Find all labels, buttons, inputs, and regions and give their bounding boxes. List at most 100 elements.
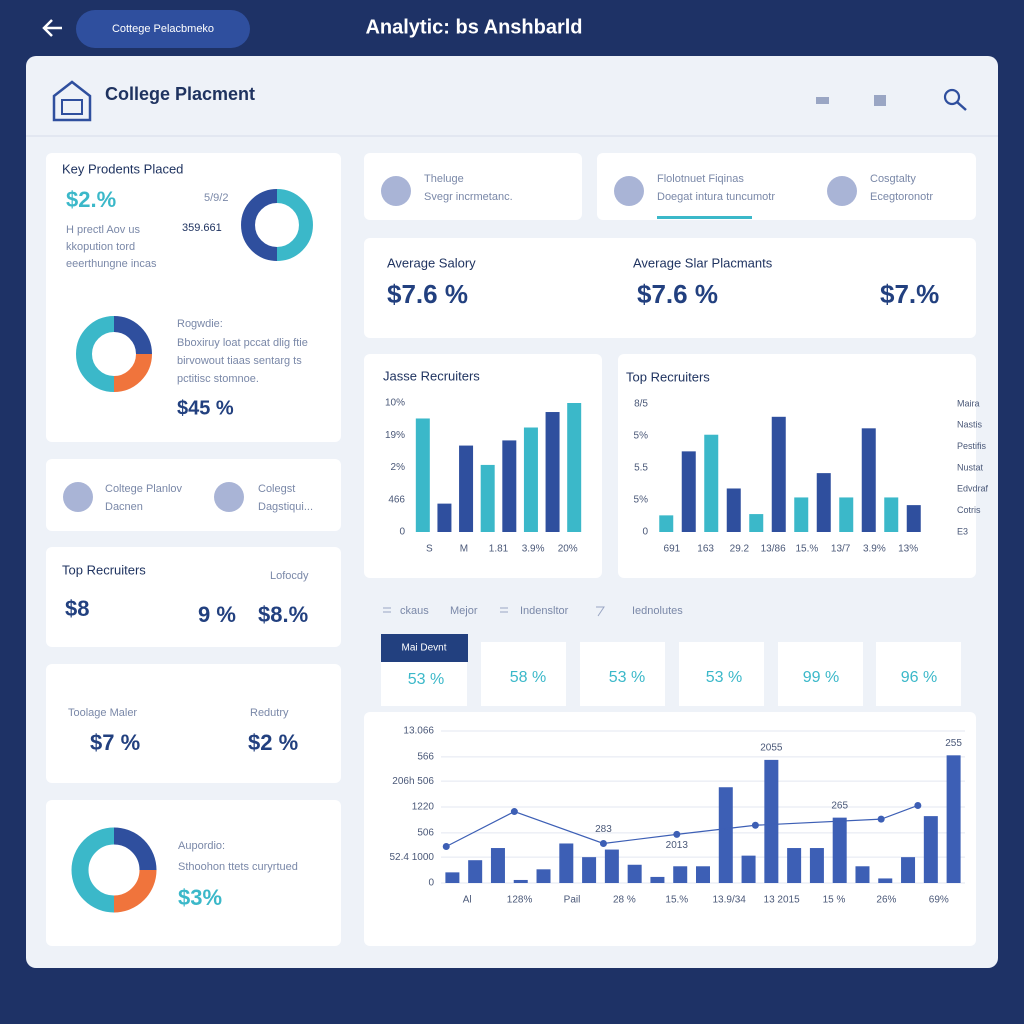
bar — [878, 878, 893, 883]
tab[interactable] — [679, 642, 764, 706]
label: Redutry — [250, 707, 289, 719]
bar — [627, 864, 642, 883]
y-tick-label: 2% — [391, 462, 406, 473]
y-tick-label: 19% — [385, 430, 405, 441]
tile-title[interactable]: Cosgtalty — [870, 173, 916, 185]
breadcrumb-button[interactable] — [76, 10, 250, 48]
value-label: 255 — [945, 738, 962, 749]
icon — [381, 176, 411, 206]
stat: $45 % — [177, 397, 234, 419]
icon[interactable] — [63, 482, 93, 512]
value-label: 265 — [831, 800, 848, 811]
app-title: College Placment — [105, 84, 255, 104]
bar — [459, 445, 474, 532]
y-tick-label: 0 — [642, 527, 648, 538]
card-title: Key Prodents Placed — [62, 161, 183, 176]
x-tick-label: 20% — [558, 544, 578, 555]
tile-title: Theluge — [424, 173, 464, 185]
y-tick-label: 5.5 — [634, 463, 648, 474]
stat: $3% — [178, 885, 222, 910]
x-tick-label: 69% — [929, 895, 949, 906]
text-line: Sthoohon ttets curyrtued — [178, 861, 298, 873]
bar — [545, 412, 560, 532]
page-title: Analytic: bs Anshbarld — [365, 16, 582, 38]
bar — [726, 488, 741, 532]
chart-title: Top Recruiters — [626, 369, 710, 384]
bar — [437, 503, 452, 532]
x-tick-label: 691 — [664, 544, 681, 555]
x-tick-label: M — [460, 544, 468, 555]
back-arrow[interactable] — [42, 19, 62, 37]
x-tick-label: 3.9% — [522, 544, 545, 555]
bar — [923, 816, 938, 883]
x-tick-label: 163 — [697, 544, 714, 555]
tab[interactable] — [381, 662, 467, 706]
chart-title: Jasse Recruiters — [383, 368, 480, 383]
card — [46, 800, 341, 946]
link-subtitle: Dacnen — [105, 501, 143, 513]
bar — [480, 464, 495, 532]
search-icon[interactable] — [943, 88, 967, 111]
label: Aupordio: — [178, 840, 225, 852]
donut-segment — [113, 353, 152, 392]
icon[interactable] — [614, 176, 644, 206]
card — [364, 238, 976, 338]
x-tick-label: 15 % — [823, 895, 846, 906]
bar — [946, 755, 961, 883]
icon[interactable] — [816, 97, 829, 104]
tab-value: 99 % — [803, 669, 839, 686]
icon[interactable] — [874, 95, 886, 106]
bar — [502, 440, 517, 532]
filter[interactable]: Mejor — [450, 605, 478, 617]
tab[interactable] — [481, 642, 566, 706]
x-tick-label: 13% — [898, 544, 918, 555]
filter[interactable]: ckaus — [400, 605, 429, 617]
tab[interactable] — [580, 642, 665, 706]
tab-value: 96 % — [901, 669, 937, 686]
filter[interactable]: Iednolutes — [632, 605, 683, 617]
tab[interactable] — [778, 642, 863, 706]
y-tick-label: 52.4 1000 — [390, 852, 435, 863]
side-label: Cotris — [957, 505, 981, 515]
line-point — [877, 815, 885, 823]
tile-title[interactable]: Flolotnuet Fiqinas — [657, 173, 744, 185]
tab-value: 53 % — [706, 669, 742, 686]
point-label: 2013 — [666, 840, 689, 851]
icon[interactable] — [827, 176, 857, 206]
line-point — [673, 830, 681, 838]
chart-card — [364, 712, 976, 946]
link-title[interactable]: Coltege Planlov — [105, 483, 183, 495]
side-label: E3 — [957, 526, 968, 536]
link-subtitle: Dagstiqui... — [258, 501, 313, 513]
donut-segment — [71, 827, 115, 913]
icon[interactable] — [214, 482, 244, 512]
figure: 359.661 — [182, 222, 222, 234]
y-tick-label: 566 — [417, 751, 434, 762]
bar — [839, 497, 854, 532]
y-tick-label: 206h 506 — [392, 776, 434, 787]
bar — [771, 416, 786, 532]
active-indicator — [657, 216, 752, 219]
active-tab[interactable] — [381, 634, 468, 662]
bar — [559, 843, 574, 883]
line-point — [914, 801, 922, 809]
stat: 9 % — [198, 602, 236, 627]
label: Average Slar Placmants — [633, 255, 773, 270]
side-label: Nastis — [957, 420, 983, 430]
breadcrumb-label: Cottege Pelacbmeko — [112, 23, 214, 35]
side-label: Edvdraf — [957, 484, 989, 494]
x-tick-label: 13/86 — [761, 544, 786, 555]
filter[interactable]: Indensltor — [520, 605, 569, 617]
card — [46, 547, 341, 647]
tab[interactable] — [876, 642, 961, 706]
stat: $7.6 % — [637, 279, 718, 309]
y-tick-label: 1220 — [412, 802, 435, 813]
line-point — [442, 843, 450, 851]
stat: $2 % — [248, 730, 298, 755]
tab-value: 53 % — [408, 671, 444, 688]
link-title[interactable]: Colegst — [258, 483, 295, 495]
side-label: Nustat — [957, 462, 984, 472]
stat: $8 — [65, 596, 89, 621]
tile-subtitle: Ecegtoronotr — [870, 191, 933, 203]
logo — [52, 80, 92, 122]
